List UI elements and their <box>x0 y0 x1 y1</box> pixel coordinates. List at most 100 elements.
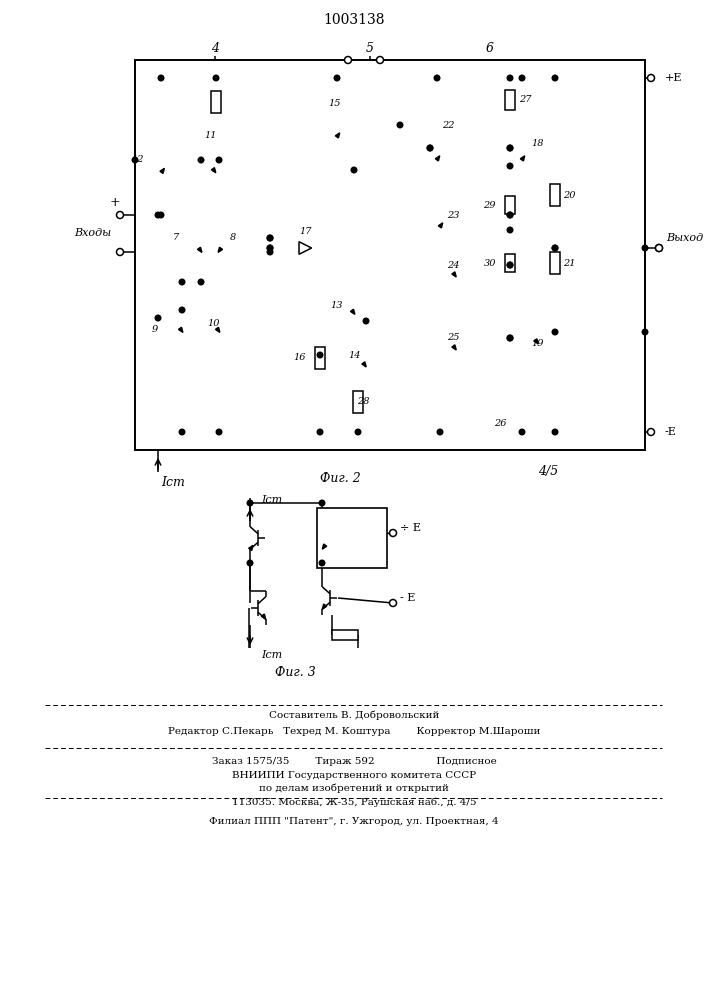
Polygon shape <box>534 339 538 344</box>
Circle shape <box>351 167 357 173</box>
Text: Iст: Iст <box>161 476 185 488</box>
Polygon shape <box>178 327 183 332</box>
Circle shape <box>198 279 204 285</box>
Text: по делам изобретений и открытий: по делам изобретений и открытий <box>259 783 449 793</box>
Circle shape <box>267 249 273 255</box>
Polygon shape <box>211 168 216 173</box>
Text: 15: 15 <box>329 99 341 107</box>
Circle shape <box>507 335 513 341</box>
Bar <box>505 196 515 214</box>
Polygon shape <box>216 327 220 332</box>
Bar <box>315 347 325 369</box>
Polygon shape <box>520 156 525 161</box>
Text: -E: -E <box>665 427 677 437</box>
Bar <box>505 254 515 272</box>
Polygon shape <box>218 247 223 252</box>
Circle shape <box>158 212 164 218</box>
Circle shape <box>648 75 655 82</box>
Circle shape <box>267 235 273 241</box>
Circle shape <box>507 75 513 81</box>
Polygon shape <box>299 242 312 254</box>
Circle shape <box>642 245 648 251</box>
Polygon shape <box>322 604 327 609</box>
Circle shape <box>434 75 440 81</box>
Text: 4: 4 <box>211 41 219 54</box>
Polygon shape <box>436 156 440 161</box>
Circle shape <box>552 329 558 335</box>
Text: 23: 23 <box>447 211 460 220</box>
Text: 12: 12 <box>132 155 144 164</box>
Circle shape <box>267 245 273 251</box>
Circle shape <box>319 560 325 566</box>
Circle shape <box>179 307 185 313</box>
Circle shape <box>427 145 433 151</box>
Circle shape <box>179 279 185 285</box>
Text: Филиал ППП "Патент", г. Ужгород, ул. Проектная, 4: Филиал ППП "Патент", г. Ужгород, ул. Про… <box>209 818 499 826</box>
Polygon shape <box>160 168 165 173</box>
Circle shape <box>198 157 204 163</box>
Circle shape <box>317 429 323 435</box>
Circle shape <box>552 429 558 435</box>
Circle shape <box>216 157 222 163</box>
Text: Iст: Iст <box>261 495 282 505</box>
Text: 7: 7 <box>173 233 179 242</box>
Text: 30: 30 <box>484 258 496 267</box>
Text: 26: 26 <box>493 420 506 428</box>
Text: ВНИИПИ Государственного комитета СССР: ВНИИПИ Государственного комитета СССР <box>232 770 476 780</box>
Circle shape <box>507 262 513 268</box>
Circle shape <box>552 245 558 251</box>
Circle shape <box>552 245 558 251</box>
Circle shape <box>655 244 662 251</box>
Text: 18: 18 <box>532 138 544 147</box>
Text: 8: 8 <box>230 233 236 242</box>
Circle shape <box>390 530 397 536</box>
Circle shape <box>117 248 124 255</box>
Circle shape <box>214 75 218 81</box>
Circle shape <box>397 122 403 128</box>
Circle shape <box>507 145 513 151</box>
Polygon shape <box>452 272 456 277</box>
Text: +: + <box>110 196 120 210</box>
Circle shape <box>390 599 397 606</box>
Text: 113035. Москва, Ж-35, Раушская наб., д. 4/5: 113035. Москва, Ж-35, Раушская наб., д. … <box>232 797 477 807</box>
Bar <box>332 630 358 640</box>
Text: 27: 27 <box>519 96 531 104</box>
Circle shape <box>507 262 513 268</box>
Circle shape <box>344 56 351 64</box>
Circle shape <box>507 163 513 169</box>
Text: 28: 28 <box>357 397 369 406</box>
Circle shape <box>648 428 655 436</box>
Polygon shape <box>438 223 443 228</box>
Bar <box>505 90 515 110</box>
Text: Выход: Выход <box>667 233 703 243</box>
Text: 11: 11 <box>205 131 217 140</box>
Text: ÷ E: ÷ E <box>400 523 421 533</box>
Circle shape <box>132 157 138 163</box>
Text: 24: 24 <box>447 260 460 269</box>
Circle shape <box>247 560 253 566</box>
Text: 22: 22 <box>442 121 455 130</box>
Text: Фиг. 3: Фиг. 3 <box>274 666 315 680</box>
Text: 16: 16 <box>293 354 306 362</box>
Circle shape <box>427 145 433 151</box>
Text: 13: 13 <box>331 300 344 310</box>
Circle shape <box>507 335 513 341</box>
Polygon shape <box>351 309 355 314</box>
Circle shape <box>117 212 124 219</box>
Text: Составитель В. Добровольский: Составитель В. Добровольский <box>269 710 439 720</box>
Circle shape <box>156 212 160 218</box>
Polygon shape <box>322 544 327 549</box>
Circle shape <box>655 244 662 251</box>
Circle shape <box>319 500 325 506</box>
Text: 1003138: 1003138 <box>323 13 385 27</box>
Bar <box>550 184 560 206</box>
Bar <box>550 252 560 274</box>
Text: 25: 25 <box>447 334 460 342</box>
Polygon shape <box>362 362 366 367</box>
Text: Iст: Iст <box>261 650 282 660</box>
Circle shape <box>267 245 273 251</box>
Circle shape <box>156 315 160 321</box>
Text: 17: 17 <box>300 228 312 236</box>
Polygon shape <box>262 614 266 619</box>
Circle shape <box>216 429 222 435</box>
